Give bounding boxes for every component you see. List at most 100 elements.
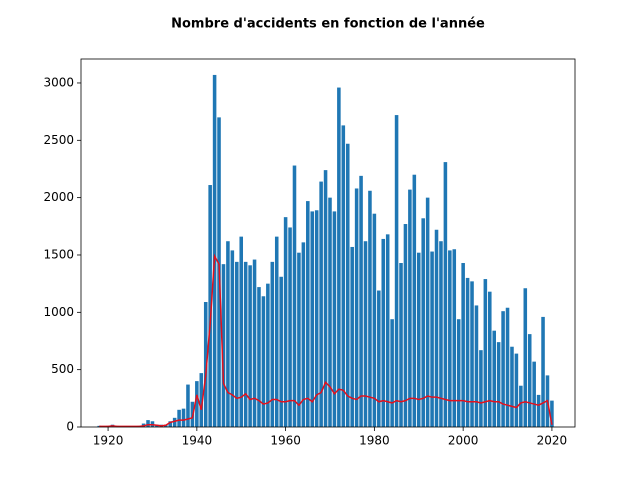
bar — [243, 261, 248, 427]
bar — [208, 185, 212, 427]
bar — [203, 302, 208, 427]
x-tick-label: 1960 — [270, 434, 301, 448]
bar — [345, 143, 350, 427]
bar — [297, 252, 301, 427]
bar — [177, 409, 181, 427]
bar — [332, 211, 337, 427]
bar — [266, 283, 270, 427]
bar — [416, 252, 421, 427]
bar — [439, 241, 443, 427]
bar — [230, 250, 235, 427]
bar — [479, 350, 483, 427]
bar — [470, 281, 474, 427]
bar — [323, 170, 328, 427]
bar — [412, 174, 417, 427]
bar — [261, 296, 266, 427]
bar — [341, 125, 346, 427]
bar — [456, 319, 461, 427]
x-tick-label: 1940 — [182, 434, 213, 448]
bar — [532, 361, 536, 427]
bar — [505, 307, 510, 427]
bar — [536, 394, 541, 427]
x-tick-label: 1980 — [359, 434, 390, 448]
y-tick-label: 1500 — [43, 247, 74, 261]
bar — [146, 420, 150, 427]
plot-frame — [80, 58, 576, 428]
bar — [421, 218, 425, 427]
bar — [425, 197, 430, 427]
bar — [248, 265, 252, 427]
y-tick-label: 2000 — [43, 190, 74, 204]
bar — [385, 234, 390, 427]
bar — [483, 279, 488, 427]
x-tick-label: 2000 — [448, 434, 479, 448]
bar — [430, 251, 434, 427]
bar — [221, 264, 226, 427]
bar — [372, 213, 377, 427]
y-tick-label: 2500 — [43, 133, 74, 147]
bar — [523, 288, 528, 427]
bar — [314, 210, 319, 427]
bar — [337, 87, 341, 427]
bar — [465, 277, 470, 427]
chart-title: Nombre d'accidents en fonction de l'anné… — [171, 17, 485, 32]
x-tick-label: 1920 — [93, 434, 124, 448]
bar — [301, 242, 306, 427]
bar — [274, 236, 279, 427]
bar — [239, 236, 244, 427]
bar — [488, 291, 492, 427]
bar — [492, 330, 496, 427]
bar — [381, 238, 386, 427]
bar — [288, 227, 292, 427]
bar — [390, 319, 394, 427]
bar — [195, 381, 199, 427]
bar — [399, 263, 403, 427]
bar — [541, 316, 545, 427]
y-tick-label: 1000 — [43, 305, 74, 319]
bar — [350, 246, 354, 427]
y-tick-label: 500 — [51, 362, 74, 376]
bar — [368, 190, 372, 427]
bar — [270, 261, 275, 427]
bar — [257, 287, 261, 427]
bar — [408, 189, 412, 427]
bar — [514, 353, 519, 427]
bar — [181, 408, 186, 427]
bar — [474, 305, 479, 427]
y-tick-label: 0 — [66, 420, 74, 434]
bar — [354, 188, 359, 427]
bar — [363, 241, 368, 427]
bar — [403, 224, 408, 427]
bar — [212, 74, 217, 427]
bar — [186, 384, 190, 427]
bar — [510, 346, 514, 427]
bar — [377, 290, 381, 427]
bar — [168, 421, 172, 427]
bar — [527, 334, 532, 427]
bar — [252, 259, 257, 427]
bar — [501, 311, 505, 427]
bar — [279, 276, 283, 427]
bar — [519, 385, 523, 427]
bar — [550, 400, 554, 427]
bar — [452, 249, 457, 427]
y-tick-label: 3000 — [43, 75, 74, 89]
bar — [319, 181, 323, 427]
bar — [328, 197, 332, 427]
bar — [283, 217, 288, 427]
bar — [461, 263, 465, 427]
bar — [394, 115, 399, 428]
bar — [235, 261, 239, 427]
bar — [306, 201, 310, 427]
bar — [448, 250, 452, 427]
x-tick-label: 2020 — [537, 434, 568, 448]
bar — [199, 373, 204, 427]
bar — [443, 162, 448, 428]
bar — [292, 165, 297, 427]
bar — [359, 175, 363, 427]
bar — [496, 342, 501, 427]
bar — [310, 211, 315, 427]
bar — [172, 417, 177, 427]
bar — [226, 241, 230, 427]
